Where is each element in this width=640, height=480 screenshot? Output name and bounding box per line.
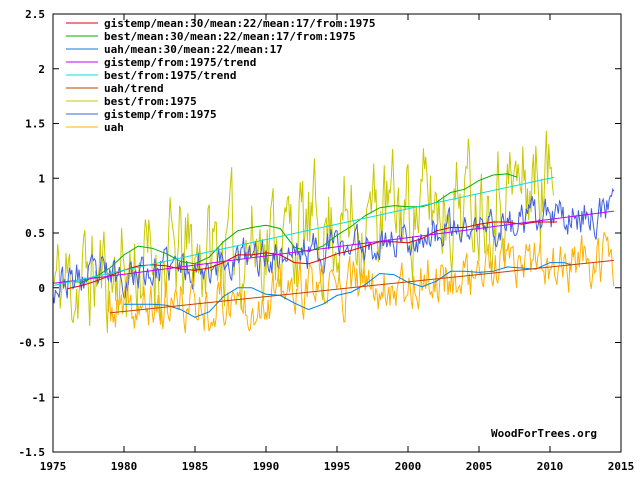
x-axis: 1975 1980 1985 1990 1995 2000 2005 2010 2015 [40,14,635,473]
y-tick-label: 1 [38,172,45,185]
series-line-gistemp-from-1975-trend [52,210,614,284]
legend: gistemp/mean:30/mean:22/mean:17/from:197… [66,17,376,134]
y-tick-label: -1.5 [19,446,46,459]
y-tick-label: 0 [38,282,45,295]
series-line-uah [107,232,615,334]
y-tick-label: 2.5 [25,8,45,21]
series-line-best-from-1975-trend [52,176,555,287]
legend-label: uah/mean:30/mean:22/mean:17 [104,43,283,56]
legend-item: uah [66,121,124,134]
series-line-gistemp-from-1975 [52,188,615,304]
y-tick-label: 0.5 [25,227,45,240]
legend-item: best/from:1975/trend [66,69,236,82]
legend-label: gistemp/mean:30/mean:22/mean:17/from:197… [104,17,376,30]
y-axis: 2.5 2 1.5 1 0.5 0 -0.5 -1 -1.5 [19,8,621,459]
legend-label: gistemp/from:1975/trend [104,56,256,69]
x-tick-label: 1980 [111,460,138,473]
legend-label: uah [104,121,124,134]
legend-label: gistemp/from:1975 [104,108,217,121]
x-tick-label: 2005 [466,460,493,473]
legend-label: best/from:1975/trend [104,69,236,82]
series-line-uah-mean-30-mean-22-mean-17 [124,262,572,318]
x-tick-label: 1985 [182,460,209,473]
y-tick-label: 1.5 [25,118,45,131]
x-tick-label: 1995 [324,460,351,473]
x-tick-label: 2000 [395,460,422,473]
series-line-uah-trend [109,259,614,314]
y-tick-label: -1 [32,391,46,404]
legend-label: best/from:1975 [104,95,197,108]
legend-label: uah/trend [104,82,164,95]
legend-item: best/mean:30/mean:22/mean:17/from:1975 [66,30,356,43]
x-tick-label: 2010 [537,460,564,473]
y-tick-label: -0.5 [19,337,46,350]
legend-item: gistemp/from:1975 [66,108,217,121]
x-tick-label: 1975 [40,460,67,473]
x-tick-label: 2015 [608,460,635,473]
y-tick-label: 2 [38,63,45,76]
legend-item: uah/mean:30/mean:22/mean:17 [66,43,283,56]
legend-item: best/from:1975 [66,95,197,108]
plot-series-group [52,130,615,334]
x-tick-label: 1990 [253,460,280,473]
series-line-best-mean-30-mean-22-mean-17-from-1975 [67,173,518,283]
legend-item: uah/trend [66,82,164,95]
legend-item: gistemp/from:1975/trend [66,56,256,69]
credit-label: WoodForTrees.org [491,427,597,440]
legend-item: gistemp/mean:30/mean:22/mean:17/from:197… [66,17,376,30]
series-line-best-from-1975 [52,130,554,333]
legend-label: best/mean:30/mean:22/mean:17/from:1975 [104,30,356,43]
